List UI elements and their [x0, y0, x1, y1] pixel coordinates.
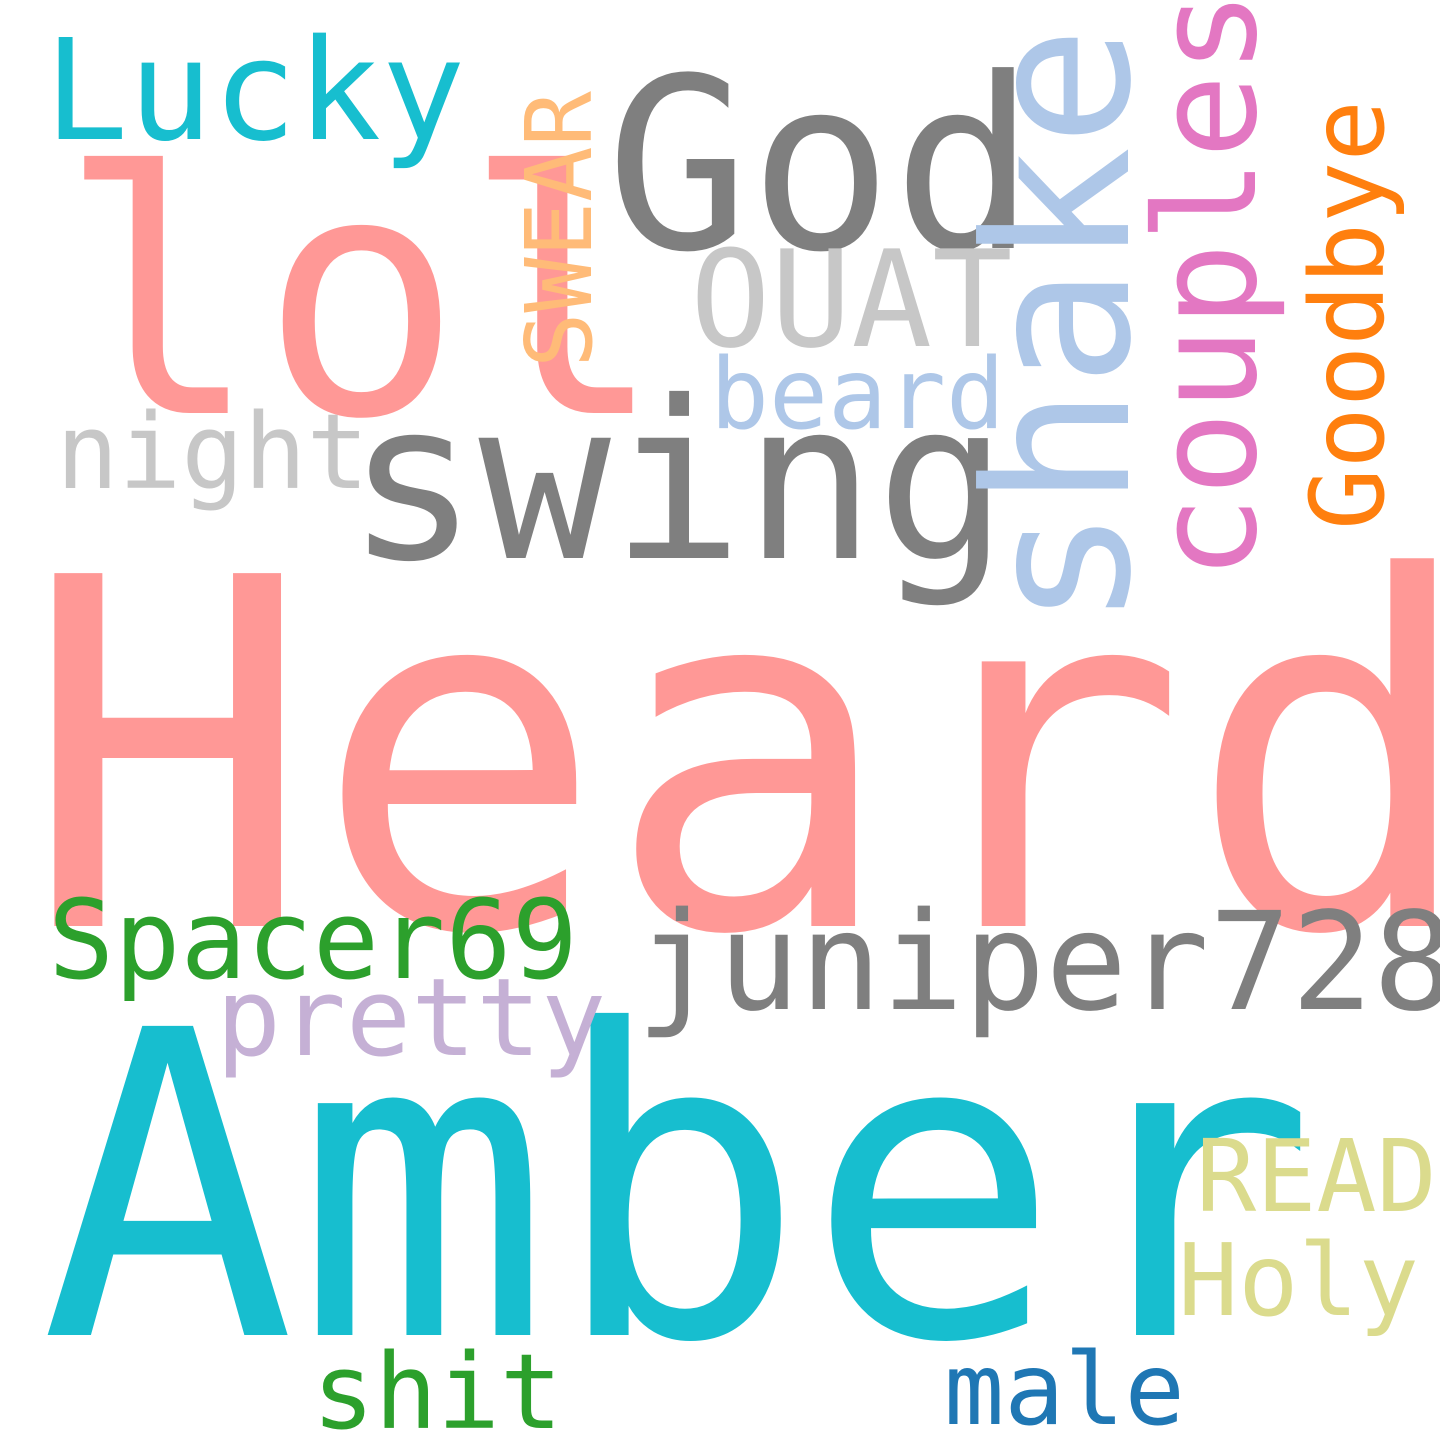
word-shit: shit — [312, 1331, 563, 1440]
word-amber: Amber — [40, 941, 1317, 1435]
word-lol: lol — [58, 102, 665, 493]
word-swing: swing — [346, 354, 1009, 610]
word-spacer69: Spacer69 — [48, 876, 578, 1004]
word-swear: SWEAR — [506, 91, 613, 368]
word-read: READ — [1196, 1118, 1437, 1235]
word-god: God — [606, 28, 1036, 305]
word-male: male — [944, 1331, 1185, 1440]
word-beard: beard — [710, 338, 1006, 452]
word-lucky: Lucky — [44, 10, 466, 173]
word-night: night — [56, 391, 370, 513]
word-pretty: pretty — [216, 956, 607, 1081]
word-holy: Holy — [1178, 1222, 1419, 1339]
word-heard: Heard — [22, 478, 1440, 1041]
word-ouat: OUAT — [690, 222, 1013, 378]
word-couples: couples — [1126, 0, 1289, 580]
word-juniper728: juniper728 — [636, 884, 1440, 1042]
word-goodbye: Goodbye — [1289, 100, 1408, 530]
